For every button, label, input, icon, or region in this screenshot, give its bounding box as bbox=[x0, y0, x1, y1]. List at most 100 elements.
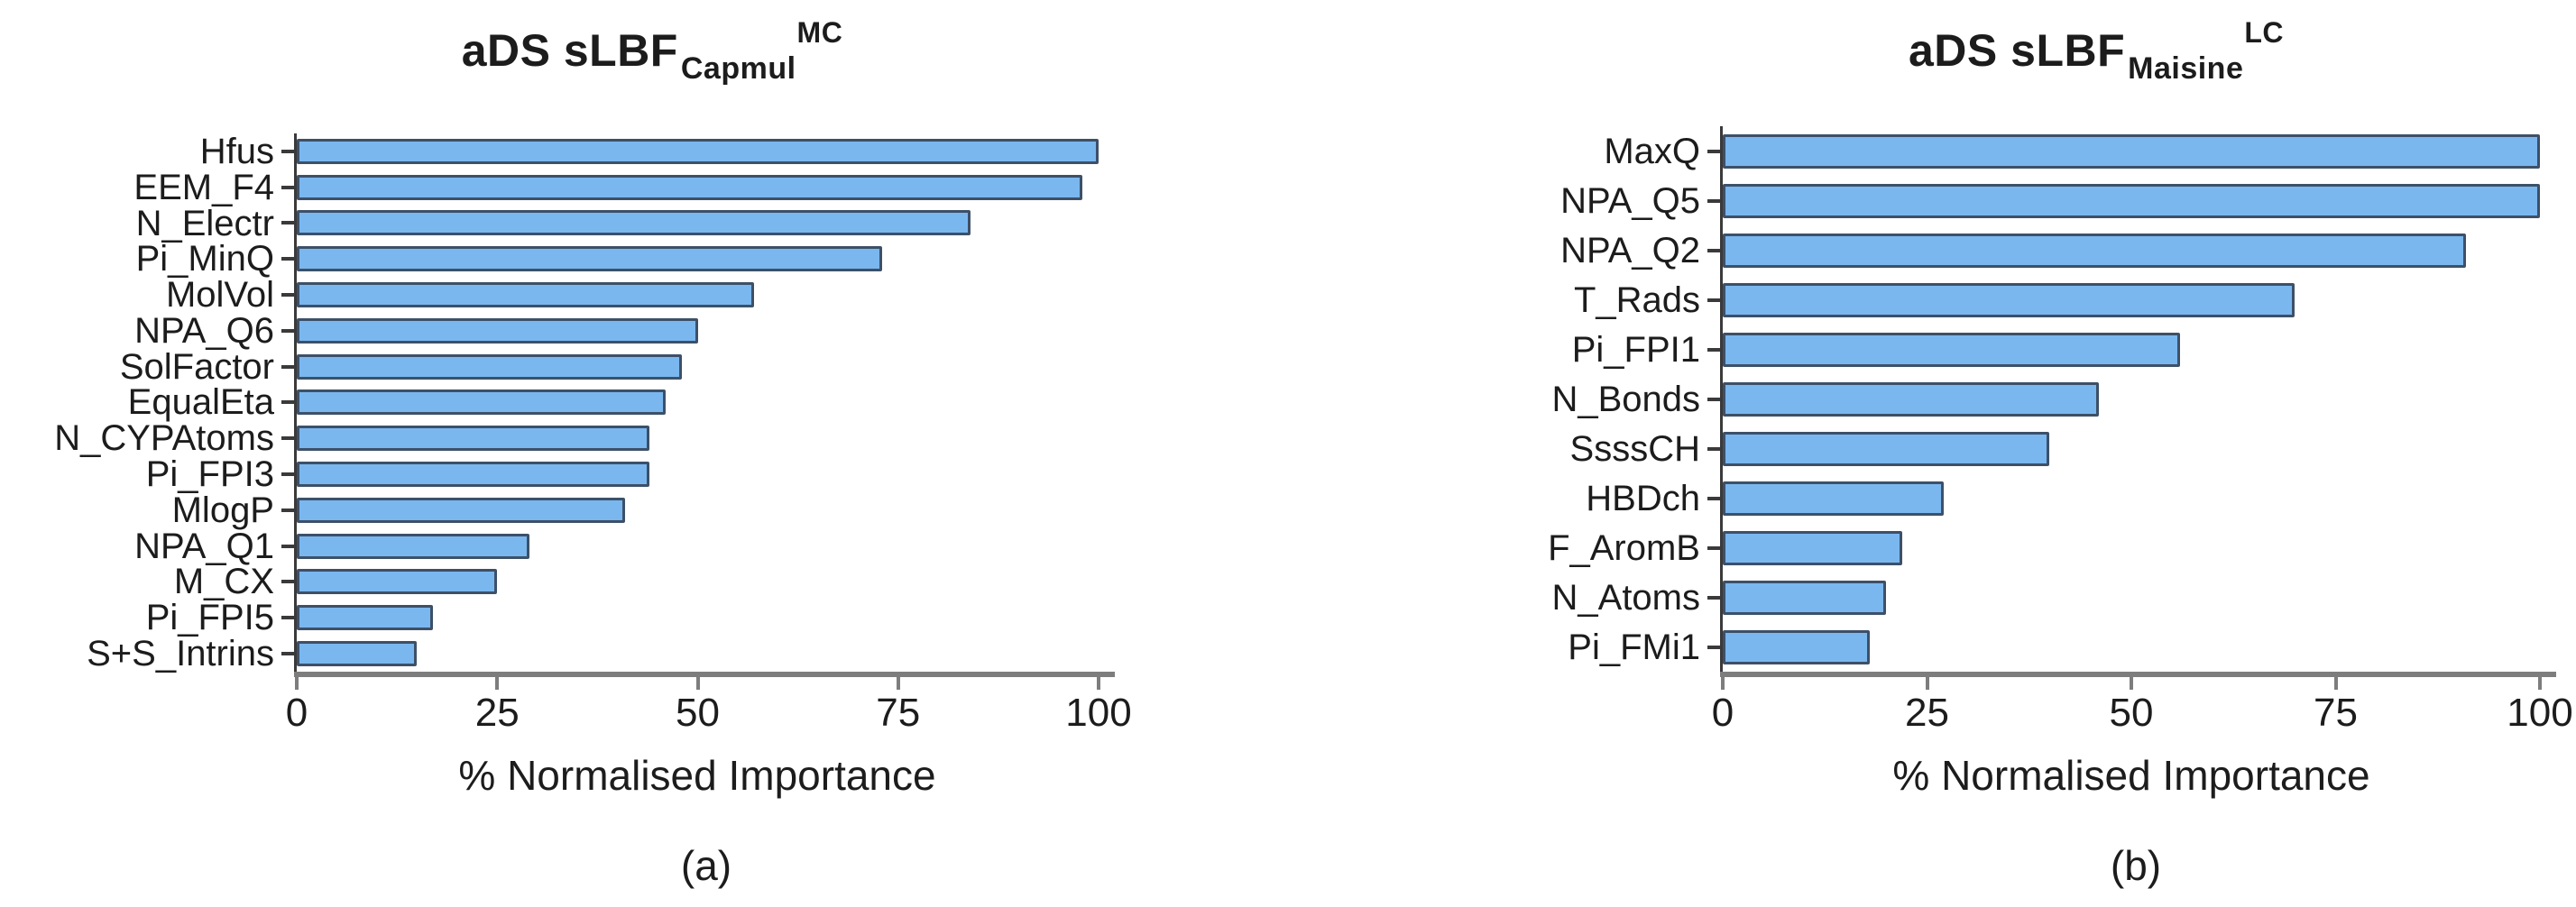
category-label: S+S_Intrins bbox=[87, 634, 274, 674]
subfigure-caption-b: (b) bbox=[2110, 842, 2162, 889]
bar bbox=[297, 210, 971, 236]
x-axis-label: % Normalised Importance bbox=[1892, 752, 2370, 799]
bar-row: NPA_Q5 bbox=[1430, 176, 2540, 225]
chart-title-main: aDS sLBF bbox=[1908, 25, 2126, 76]
y-tick-mark bbox=[1707, 645, 1720, 649]
y-tick-mark bbox=[1707, 496, 1720, 500]
bar bbox=[297, 138, 1099, 164]
y-axis-line bbox=[294, 133, 297, 672]
x-tick-mark bbox=[1925, 677, 1929, 690]
chart-title-superscript: LC bbox=[2244, 16, 2285, 49]
y-tick-mark bbox=[1707, 347, 1720, 352]
x-tick-label: 25 bbox=[474, 691, 520, 735]
bar-row: N_CYPAtoms bbox=[4, 420, 1099, 456]
category-label: N_CYPAtoms bbox=[54, 418, 274, 459]
bar bbox=[297, 462, 650, 488]
y-tick-mark bbox=[281, 221, 294, 225]
y-tick-mark bbox=[281, 400, 294, 405]
x-tick-label: 50 bbox=[676, 691, 720, 735]
x-tick-mark bbox=[2538, 677, 2542, 690]
category-label: Pi_FPI5 bbox=[145, 598, 274, 638]
category-label: F_AromB bbox=[1548, 527, 1700, 568]
bar bbox=[1723, 183, 2540, 218]
x-tick-mark bbox=[295, 677, 299, 690]
y-tick-mark bbox=[1707, 149, 1720, 153]
subfigure-caption-a: (a) bbox=[680, 842, 732, 889]
category-label: SsssCH bbox=[1569, 428, 1700, 469]
bar bbox=[1723, 381, 2099, 417]
bar bbox=[1723, 481, 1944, 516]
x-tick-label: 100 bbox=[2507, 691, 2573, 735]
x-tick-label: 75 bbox=[876, 691, 921, 735]
bar-row: NPA_Q6 bbox=[4, 313, 1099, 349]
bar bbox=[297, 317, 698, 344]
bar-rows: Hfus EEM_F4 N_Electr Pi_MinQ MolVol NPA_Q6 Sol… bbox=[4, 133, 1099, 672]
bar-row: NPA_Q2 bbox=[1430, 225, 2540, 275]
y-tick-mark bbox=[281, 149, 294, 153]
category-label: EEM_F4 bbox=[133, 167, 274, 207]
x-tick-mark bbox=[495, 677, 500, 690]
bar bbox=[297, 641, 418, 667]
y-tick-mark bbox=[281, 364, 294, 369]
category-label: N_Atoms bbox=[1551, 577, 1701, 618]
bar bbox=[297, 389, 666, 416]
y-tick-mark bbox=[281, 293, 294, 298]
x-tick-label: 0 bbox=[1711, 691, 1734, 735]
bar bbox=[1723, 431, 2050, 466]
category-label: Hfus bbox=[199, 131, 274, 171]
bar bbox=[297, 353, 682, 380]
category-label: T_Rads bbox=[1573, 279, 1700, 320]
bar-row: EqualEta bbox=[4, 384, 1099, 420]
category-label: Pi_FPI1 bbox=[1571, 329, 1700, 370]
bar bbox=[1723, 580, 1887, 615]
category-label: MaxQ bbox=[1604, 131, 1700, 171]
category-label: NPA_Q2 bbox=[1560, 230, 1700, 270]
category-label: MlogP bbox=[171, 490, 274, 530]
bar-row: N_Atoms bbox=[1430, 573, 2540, 622]
category-label: Pi_FMi1 bbox=[1568, 627, 1700, 667]
x-tick-label: 75 bbox=[2314, 691, 2358, 735]
bar-row: MaxQ bbox=[1430, 126, 2540, 176]
chart-title-b: aDS sLBFMaisineLC bbox=[1909, 16, 2284, 87]
y-tick-mark bbox=[281, 544, 294, 548]
x-tick-mark bbox=[2130, 677, 2133, 690]
bar-row: HBDch bbox=[1430, 473, 2540, 523]
x-tick-label: 50 bbox=[2109, 691, 2154, 735]
x-axis-line bbox=[294, 672, 1115, 677]
y-tick-mark bbox=[281, 328, 294, 333]
bar-row: Pi_FPI3 bbox=[4, 456, 1099, 492]
bar bbox=[297, 533, 529, 559]
chart-title-subscript: Maisine bbox=[2128, 51, 2244, 86]
category-label: SolFactor bbox=[119, 346, 274, 387]
y-tick-mark bbox=[1707, 198, 1720, 203]
bar-row: Hfus bbox=[4, 133, 1099, 169]
bar bbox=[297, 246, 882, 272]
y-tick-mark bbox=[281, 580, 294, 584]
x-tick-mark bbox=[695, 677, 700, 690]
bar-row: N_Bonds bbox=[1430, 374, 2540, 424]
x-axis-line bbox=[1720, 672, 2556, 677]
category-label: N_Electr bbox=[135, 203, 274, 243]
chart-title-superscript: MC bbox=[796, 16, 843, 49]
category-label: HBDch bbox=[1586, 478, 1700, 518]
bar bbox=[297, 569, 498, 595]
category-label: MolVol bbox=[165, 275, 274, 316]
bar-row: T_Rads bbox=[1430, 275, 2540, 325]
bar-row: Pi_FPI1 bbox=[1430, 325, 2540, 374]
x-tick-label: 0 bbox=[285, 691, 308, 735]
bar-row: EEM_F4 bbox=[4, 169, 1099, 206]
bar bbox=[1723, 332, 2181, 367]
category-label: Pi_FPI3 bbox=[145, 454, 274, 495]
chart-title-subscript: Capmul bbox=[680, 51, 796, 86]
bar-row: Pi_FMi1 bbox=[1430, 622, 2540, 672]
bar bbox=[297, 497, 626, 523]
bar-row: MlogP bbox=[4, 492, 1099, 528]
x-tick-mark bbox=[1097, 677, 1100, 690]
bar bbox=[297, 282, 754, 308]
bar-row: F_AromB bbox=[1430, 523, 2540, 573]
bar bbox=[297, 174, 1083, 200]
y-tick-mark bbox=[1707, 545, 1720, 550]
